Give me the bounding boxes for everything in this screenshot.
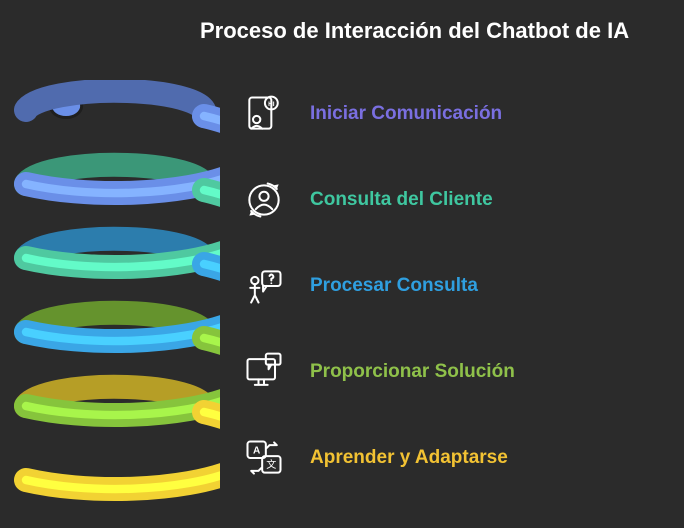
step-item: A 文 Aprender y Adaptarse: [240, 434, 515, 482]
page-title: Proceso de Interacción del Chatbot de IA: [200, 18, 664, 44]
step-item: Proporcionar Solución: [240, 348, 515, 396]
step-label: Aprender y Adaptarse: [310, 447, 508, 469]
spiral-graphic: [10, 80, 220, 510]
svg-text:HI: HI: [268, 101, 275, 108]
step-item: HI Iniciar Comunicación: [240, 90, 515, 138]
step-label: Proporcionar Solución: [310, 361, 515, 383]
step-item: Procesar Consulta: [240, 262, 515, 310]
translate-icon: A 文: [240, 434, 288, 482]
step-item: Consulta del Cliente: [240, 176, 515, 224]
person-question-icon: [240, 262, 288, 310]
svg-text:文: 文: [266, 458, 276, 471]
steps-list: HI Iniciar Comunicación Consulta del Cli…: [240, 90, 515, 482]
hi-chat-icon: HI: [240, 90, 288, 138]
svg-text:A: A: [253, 445, 261, 456]
user-refresh-icon: [240, 176, 288, 224]
step-label: Consulta del Cliente: [310, 189, 493, 211]
step-label: Procesar Consulta: [310, 275, 478, 297]
screen-chat-icon: [240, 348, 288, 396]
step-label: Iniciar Comunicación: [310, 103, 502, 125]
